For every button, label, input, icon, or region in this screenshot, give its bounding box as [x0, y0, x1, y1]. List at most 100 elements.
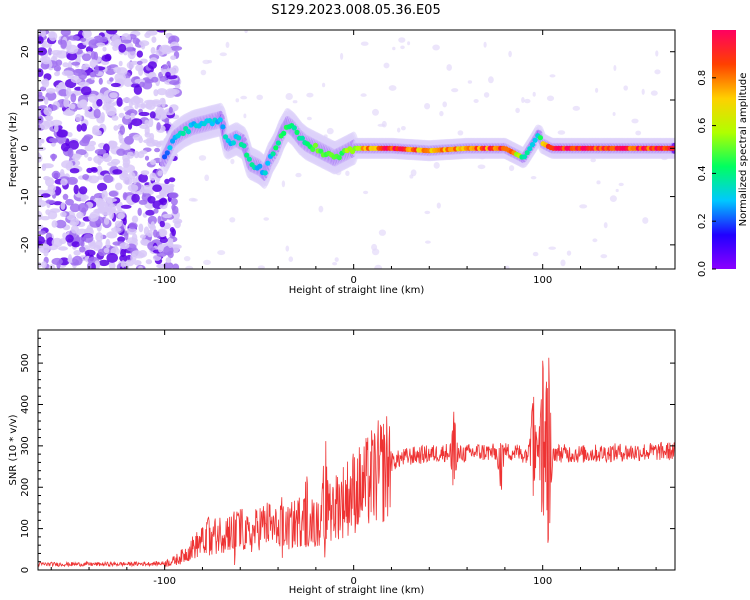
- noise-blob: [54, 71, 60, 77]
- noise-blob: [128, 222, 138, 230]
- noise-blob: [410, 169, 417, 177]
- noise-blob: [45, 91, 57, 101]
- noise-blob: [38, 138, 44, 144]
- ridge-core: [291, 125, 297, 131]
- noise-blob: [132, 177, 137, 185]
- noise-blob: [392, 46, 396, 51]
- noise-blob: [119, 242, 130, 250]
- noise-blob: [106, 30, 118, 35]
- noise-blob: [43, 120, 55, 128]
- ridge-core: [167, 145, 173, 151]
- noise-blob: [45, 115, 54, 121]
- noise-blob: [40, 193, 51, 198]
- noise-blob: [457, 130, 464, 136]
- noise-blob: [43, 107, 53, 116]
- noise-blob: [165, 71, 171, 78]
- noise-blob: [97, 182, 108, 192]
- noise-blob: [467, 80, 473, 84]
- noise-blob: [45, 199, 56, 204]
- noise-blob: [122, 157, 131, 167]
- noise-blob: [635, 130, 642, 136]
- noise-blob: [125, 259, 135, 267]
- noise-blob: [106, 252, 118, 263]
- noise-blob: [398, 37, 406, 43]
- noise-blob: [488, 76, 494, 84]
- noise-blob: [118, 112, 125, 118]
- ridge-core: [299, 135, 305, 141]
- noise-blob: [603, 222, 608, 229]
- noise-blob: [631, 118, 639, 124]
- noise-blob: [141, 42, 146, 50]
- noise-blob: [171, 204, 176, 211]
- noise-blob: [139, 234, 146, 239]
- noise-blob: [82, 135, 91, 142]
- noise-blob: [483, 41, 487, 48]
- noise-blob: [159, 197, 168, 206]
- noise-blob: [96, 99, 103, 107]
- noise-blob: [67, 132, 73, 138]
- noise-blob: [116, 97, 123, 107]
- noise-blob: [38, 195, 43, 203]
- noise-blob: [318, 205, 324, 213]
- noise-blob: [73, 184, 79, 195]
- noise-blob: [157, 244, 163, 253]
- noise-blob: [332, 262, 338, 266]
- noise-blob: [108, 190, 119, 197]
- noise-blob: [595, 87, 599, 93]
- y-tick-label: 100: [20, 519, 31, 538]
- noise-blob: [126, 227, 137, 235]
- noise-blob: [285, 245, 290, 252]
- noise-blob: [154, 147, 161, 153]
- noise-blob: [94, 65, 99, 75]
- noise-blob: [60, 39, 67, 49]
- noise-blob: [371, 243, 378, 251]
- noise-blob: [63, 98, 70, 108]
- noise-blob: [170, 198, 178, 206]
- noise-blob: [78, 71, 88, 80]
- noise-blob: [41, 261, 47, 269]
- noise-blob: [38, 142, 42, 147]
- noise-blob: [62, 62, 69, 68]
- noise-blob: [88, 213, 99, 222]
- noise-blob: [572, 105, 580, 111]
- noise-blob: [113, 66, 122, 74]
- figure-title: S129.2023.008.05.36.E05: [271, 3, 440, 18]
- noise-blob: [473, 99, 479, 103]
- noise-blob: [101, 189, 108, 200]
- y-tick-label: 0: [20, 567, 31, 573]
- noise-blob: [130, 83, 141, 88]
- noise-blob: [521, 97, 525, 103]
- noise-blob: [161, 64, 169, 70]
- noise-blob: [161, 185, 170, 192]
- noise-blob: [174, 220, 181, 229]
- ridge-core: [246, 156, 252, 162]
- colorbar-fill: [712, 30, 736, 269]
- noise-blob: [641, 88, 645, 95]
- noise-blob: [38, 146, 46, 151]
- ridge-core: [270, 151, 276, 157]
- noise-blob: [168, 185, 174, 193]
- y-axis-label: SNR (10 * v/v): [8, 414, 19, 485]
- ridge-core: [524, 150, 530, 156]
- noise-blob: [326, 127, 334, 135]
- noise-blob: [151, 36, 157, 43]
- x-axis-label: Height of straight line (km): [289, 285, 425, 296]
- colorbar-tick-label: 0.0: [697, 261, 708, 277]
- noise-blob: [60, 169, 65, 177]
- noise-blob: [61, 70, 74, 77]
- noise-blob: [95, 239, 103, 250]
- noise-blob: [148, 117, 154, 128]
- noise-blob: [46, 88, 56, 94]
- noise-blob: [374, 264, 383, 269]
- noise-blob: [51, 138, 59, 144]
- noise-blob: [120, 260, 126, 268]
- noise-blob: [105, 68, 116, 75]
- y-tick-label: 20: [20, 45, 31, 58]
- noise-blob: [105, 238, 111, 249]
- ridge-core: [527, 146, 533, 152]
- noise-blob: [92, 129, 102, 136]
- noise-blob: [100, 112, 105, 122]
- noise-blob: [69, 203, 81, 213]
- noise-blob: [88, 175, 100, 184]
- noise-blob: [48, 31, 58, 42]
